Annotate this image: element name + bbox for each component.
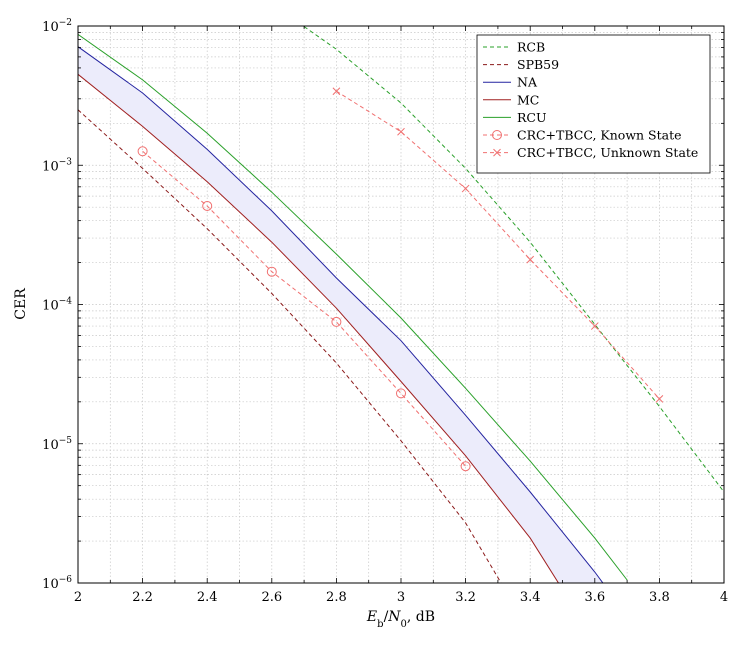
series-mc — [78, 73, 560, 583]
marker-crc-tbcc-unknown-state — [397, 127, 405, 136]
marker-crc-tbcc-known-state — [137, 146, 148, 157]
x-tick-label: 3 — [397, 590, 405, 605]
legend-entry-na: NA — [483, 75, 538, 90]
band-layer — [78, 46, 603, 583]
marker-crc-tbcc-unknown-state — [332, 87, 341, 96]
x-tick-label: 3.4 — [520, 590, 541, 605]
x-tick-label: 2 — [74, 590, 82, 605]
x-axis-label-text: Eb/N0, dB — [366, 609, 435, 630]
x-tick-label: 2.2 — [132, 590, 153, 605]
legend-label: RCU — [517, 110, 547, 125]
marker-crc-tbcc-known-state — [396, 388, 406, 399]
legend-marker — [493, 148, 501, 157]
y-axis-label: CER — [13, 288, 29, 320]
legend: RCB SPB59 NA MC RCU CRC+TBCC, Known State CRC+… — [476, 34, 711, 174]
y-tick-label: 10−4 — [42, 297, 72, 314]
series-layer — [78, 26, 724, 583]
series-na — [78, 46, 604, 583]
legend-entry-crc-tbcc-unknown-state: CRC+TBCC, Unknown State — [483, 145, 698, 160]
marker-x-stroke — [655, 395, 664, 403]
marker-crc-tbcc-known-state — [266, 266, 277, 277]
legend-box — [476, 34, 711, 174]
x-tick-label: 2.4 — [197, 590, 218, 605]
marker-x-stroke — [590, 322, 599, 330]
x-tick-labels: 2 2.2 2.4 2.6 2.8 3 3.2 3.4 3.6 3.8 4 — [74, 590, 728, 605]
x-tick-label: 3.2 — [455, 590, 476, 605]
y-tick-label: 10−2 — [42, 18, 72, 35]
y-tick-labels: 10−6 10−5 10−4 10−3 10−2 — [42, 18, 72, 592]
marker-x-stroke — [397, 127, 405, 136]
legend-label: NA — [517, 75, 538, 90]
x-tick-label: 2.8 — [326, 590, 347, 605]
marker-x-stroke — [461, 184, 470, 193]
marker-layer — [137, 87, 664, 472]
series-crc-tbcc-known-state — [142, 150, 466, 467]
marker-crc-tbcc-unknown-state — [655, 395, 664, 403]
legend-label: CRC+TBCC, Unknown State — [517, 145, 698, 160]
legend-marker — [492, 130, 502, 140]
y-tick-label: 10−6 — [42, 575, 72, 592]
y-tick-label: 10−3 — [42, 157, 72, 174]
marker-x-stroke — [332, 87, 341, 96]
y-tick-label: 10−5 — [42, 436, 72, 453]
grid-layer — [78, 26, 724, 583]
marker-crc-tbcc-unknown-state — [590, 322, 599, 330]
marker-crc-tbcc-unknown-state — [526, 255, 535, 264]
legend-entry-mc: MC — [483, 92, 539, 107]
marker-crc-tbcc-known-state — [331, 316, 342, 327]
marker-crc-tbcc-known-state — [460, 461, 471, 472]
x-tick-label: 4 — [720, 590, 728, 605]
tick-layer — [77, 25, 725, 584]
legend-entry-spb59: SPB59 — [483, 57, 559, 72]
legend-label: CRC+TBCC, Known State — [517, 128, 682, 143]
marker-crc-tbcc-unknown-state — [461, 184, 470, 193]
legend-entry-rcu: RCU — [483, 110, 547, 125]
legend-label: SPB59 — [517, 57, 559, 72]
series-rcb — [303, 26, 724, 493]
legend-label: MC — [517, 92, 539, 107]
series-spb59 — [78, 109, 502, 583]
x-tick-label: 3.8 — [649, 590, 670, 605]
x-tick-label: 3.6 — [584, 590, 605, 605]
marker-x-stroke — [526, 255, 535, 264]
x-axis-label: Eb/N0, dB — [366, 609, 435, 630]
legend-entry-crc-tbcc-known-state: CRC+TBCC, Known State — [483, 128, 682, 143]
marker-crc-tbcc-known-state — [202, 200, 213, 211]
x-tick-label: 2.6 — [261, 590, 282, 605]
series-crc-tbcc-unknown-state — [336, 90, 660, 400]
series-rcu — [78, 33, 628, 581]
shaded-band-na-mc — [78, 46, 603, 583]
legend-label: RCB — [517, 40, 545, 55]
legend-entry-rcb: RCB — [483, 40, 545, 55]
